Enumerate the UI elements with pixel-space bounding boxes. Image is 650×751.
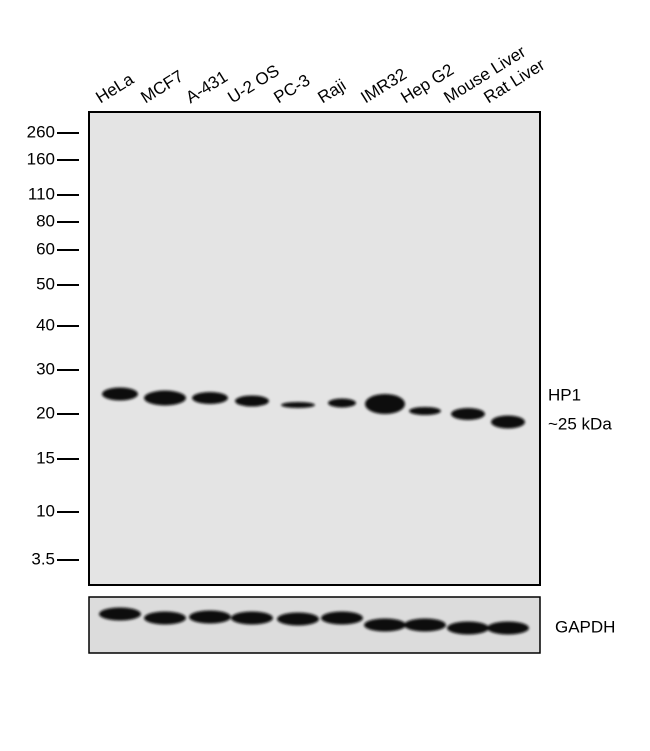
band-label: HP1 bbox=[548, 385, 581, 404]
gapdh-band bbox=[277, 612, 319, 626]
lane-label: IMR32 bbox=[357, 65, 410, 108]
gapdh-band bbox=[231, 611, 273, 625]
lane-label: Raji bbox=[314, 76, 349, 108]
marker-label: 10 bbox=[36, 501, 55, 520]
hp1-band bbox=[281, 402, 315, 408]
hp1-band bbox=[144, 390, 186, 406]
lane-label: HeLa bbox=[92, 69, 137, 107]
hp1-band bbox=[235, 395, 269, 407]
gapdh-band bbox=[144, 611, 186, 625]
lane-label: MCF7 bbox=[137, 67, 186, 108]
gapdh-band bbox=[99, 607, 141, 621]
marker-label: 160 bbox=[27, 149, 55, 168]
gapdh-band bbox=[404, 618, 446, 632]
hp1-band bbox=[409, 407, 441, 415]
marker-label: 40 bbox=[36, 315, 55, 334]
marker-label: 50 bbox=[36, 274, 55, 293]
gapdh-band bbox=[447, 621, 489, 635]
lane-label: A-431 bbox=[182, 67, 231, 107]
marker-label: 60 bbox=[36, 239, 55, 258]
control-label: GAPDH bbox=[555, 617, 615, 636]
bands bbox=[99, 387, 529, 635]
main-blot bbox=[88, 111, 541, 586]
hp1-band bbox=[192, 392, 228, 404]
hp1-band bbox=[365, 394, 405, 414]
gapdh-band bbox=[189, 610, 231, 624]
hp1-band bbox=[328, 398, 356, 408]
hp1-band bbox=[491, 415, 525, 429]
marker-label: 30 bbox=[36, 359, 55, 378]
marker-label: 80 bbox=[36, 211, 55, 230]
gapdh-band bbox=[321, 611, 363, 625]
marker-label: 110 bbox=[28, 184, 55, 203]
gapdh-band bbox=[364, 618, 406, 632]
hp1-band bbox=[451, 408, 485, 420]
hp1-band bbox=[102, 387, 138, 401]
gapdh-band bbox=[487, 621, 529, 635]
marker-label: 260 bbox=[27, 122, 55, 141]
lane-label: U-2 OS bbox=[224, 61, 282, 107]
marker-label: 15 bbox=[36, 448, 55, 467]
band-size: ~25 kDa bbox=[548, 414, 612, 433]
marker-label: 20 bbox=[36, 403, 55, 422]
marker-label: 3.5 bbox=[31, 549, 55, 568]
